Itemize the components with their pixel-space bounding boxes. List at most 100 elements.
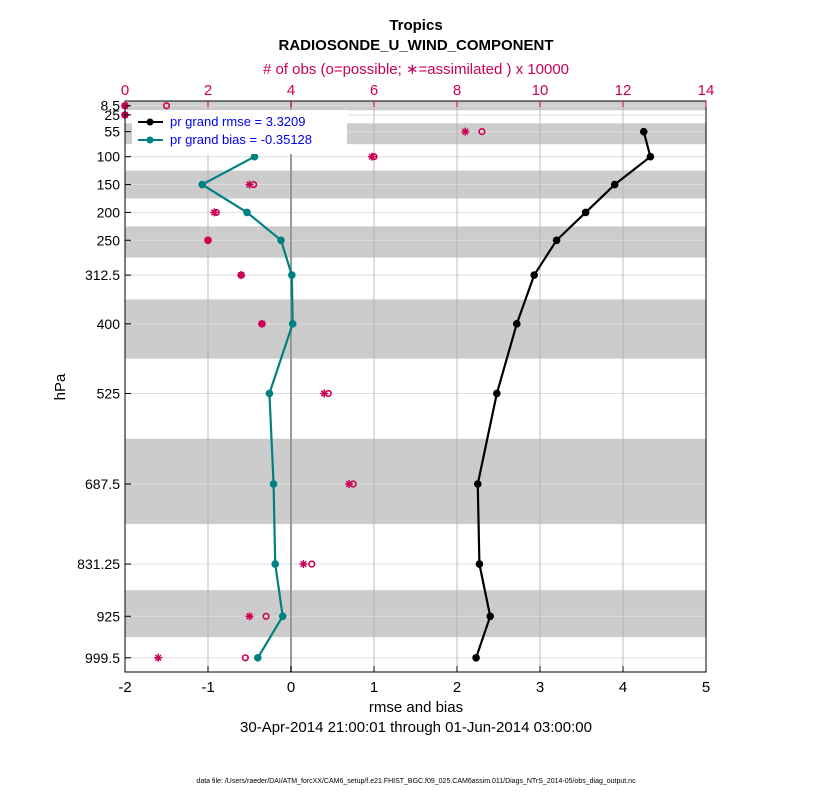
legend-box — [132, 110, 347, 154]
top-tick-label: 2 — [204, 82, 212, 99]
obs-possible-marker — [162, 102, 171, 110]
y-tick-label: 687.5 — [85, 476, 120, 492]
obs-assimilated-marker — [257, 319, 266, 328]
rmse-point — [552, 236, 561, 245]
x-axis-label: rmse and bias — [369, 699, 463, 716]
obs-possible-marker — [262, 612, 270, 620]
obs-assimilated-marker — [245, 612, 254, 621]
pressure-bands — [125, 101, 706, 638]
rmse-line — [475, 131, 652, 659]
obs-assimilated-stroke — [237, 271, 245, 279]
rmse-point — [610, 180, 619, 189]
x-tick-label: 1 — [370, 679, 378, 696]
top-tick-label: 4 — [287, 82, 295, 99]
pressure-band — [125, 438, 706, 525]
obs-assimilated-marker — [210, 208, 219, 217]
legend-rmse-label: pr grand rmse = 3.3209 — [170, 114, 306, 129]
x-tick-label: 3 — [536, 679, 544, 696]
y-axis-label: hPa — [52, 373, 69, 400]
obs-possible-marker — [241, 654, 249, 662]
top-tick-label: 6 — [370, 82, 378, 99]
rmse-point — [472, 653, 480, 662]
y-tick-label: 150 — [97, 177, 121, 193]
chart-subtitle: RADIOSONDE_U_WIND_COMPONENT — [278, 37, 553, 54]
obs-assimilated-stroke — [204, 236, 212, 244]
obs-assimilated-marker — [154, 653, 163, 662]
top-tick-label: 10 — [532, 82, 549, 99]
rmse-point — [486, 612, 495, 621]
top-tick-label: 12 — [615, 82, 632, 99]
top-tick-label: 8 — [453, 82, 461, 99]
y-tick-label: 925 — [97, 608, 121, 624]
obs-assimilated-marker — [345, 479, 354, 488]
obs-assimilated-stroke — [368, 153, 376, 161]
legend-bias-marker — [146, 136, 154, 144]
y-tick-label: 999.5 — [85, 650, 120, 666]
x-axis-ticks: -2 -1 0 1 2 3 4 5 — [118, 666, 710, 696]
rmse-point — [512, 320, 521, 328]
top-tick-label: 0 — [121, 82, 129, 99]
obs-assimilated-stroke — [461, 128, 469, 135]
bias-point — [198, 180, 206, 189]
y-tick-label: 400 — [97, 316, 121, 332]
obs-assimilated-stroke — [246, 181, 253, 188]
x-tick-label: 2 — [453, 679, 461, 696]
rmse-point — [530, 271, 538, 279]
y-tick-label: 250 — [97, 232, 121, 248]
bias-point — [277, 236, 285, 245]
pressure-band — [125, 590, 706, 638]
legend-rmse-marker — [146, 118, 154, 126]
top-axis-ticks: 0 2 4 6 8 10 12 14 — [121, 82, 715, 107]
bias-point — [278, 612, 287, 621]
bias-point — [265, 389, 274, 398]
obs-assimilated-marker — [461, 127, 470, 136]
bias-line — [199, 131, 294, 659]
bias-point — [271, 560, 280, 568]
y-tick-label: 55 — [104, 124, 120, 140]
bias-point — [288, 320, 297, 328]
obs-assimilated-marker — [367, 152, 376, 161]
x-tick-label: -2 — [118, 679, 131, 696]
pressure-band — [125, 226, 706, 258]
obs-assimilated-stroke — [154, 654, 162, 662]
bias-point — [250, 152, 259, 161]
bias-point — [269, 480, 278, 488]
top-tick-label: 14 — [698, 82, 715, 99]
rmse-point — [475, 560, 484, 568]
obs-assimilated-stroke — [300, 560, 307, 568]
y-tick-label: 525 — [97, 385, 121, 401]
top-axis-label: # of obs (o=possible; ∗=assimilated ) x … — [263, 61, 569, 78]
series-lines — [198, 127, 655, 662]
rmse-point — [646, 152, 655, 161]
obs-assimilated-marker — [299, 560, 308, 569]
obs-assimilated-marker — [320, 389, 329, 398]
date-range: 30-Apr-2014 21:00:01 through 01-Jun-2014… — [240, 719, 592, 736]
obs-assimilated-stroke — [246, 612, 253, 620]
rmse-point — [493, 389, 501, 398]
bias-point — [288, 271, 296, 279]
obs-possible-marker — [308, 560, 316, 568]
y-tick-label: 312.5 — [85, 267, 120, 283]
obs-assimilated-stroke — [210, 209, 218, 216]
x-tick-label: 5 — [702, 679, 710, 696]
obs-assimilated-stroke — [345, 480, 353, 488]
legend-bias-label: pr grand bias = -0.35128 — [170, 132, 312, 147]
y-tick-label: 831.25 — [77, 556, 120, 572]
obs-assimilated-marker — [204, 236, 212, 245]
y-tick-label: 200 — [97, 204, 121, 220]
y-tick-label: 25 — [104, 107, 120, 123]
rmse-point — [639, 127, 648, 136]
x-tick-label: 0 — [287, 679, 295, 696]
footer-data-file: data file: /Users/raeder/DAI/ATM_forcXX/… — [196, 778, 636, 785]
legend: pr grand rmse = 3.3209 pr grand bias = -… — [132, 110, 347, 154]
chart-title: Tropics — [389, 17, 442, 34]
x-tick-label: -1 — [201, 679, 214, 696]
rmse-point — [581, 208, 590, 217]
pressure-band — [125, 299, 706, 359]
obs-possible-marker — [478, 128, 486, 136]
bias-point — [253, 653, 262, 662]
obs-assimilated-marker — [245, 180, 254, 189]
x-tick-label: 4 — [619, 679, 627, 696]
y-tick-label: 100 — [97, 149, 121, 165]
